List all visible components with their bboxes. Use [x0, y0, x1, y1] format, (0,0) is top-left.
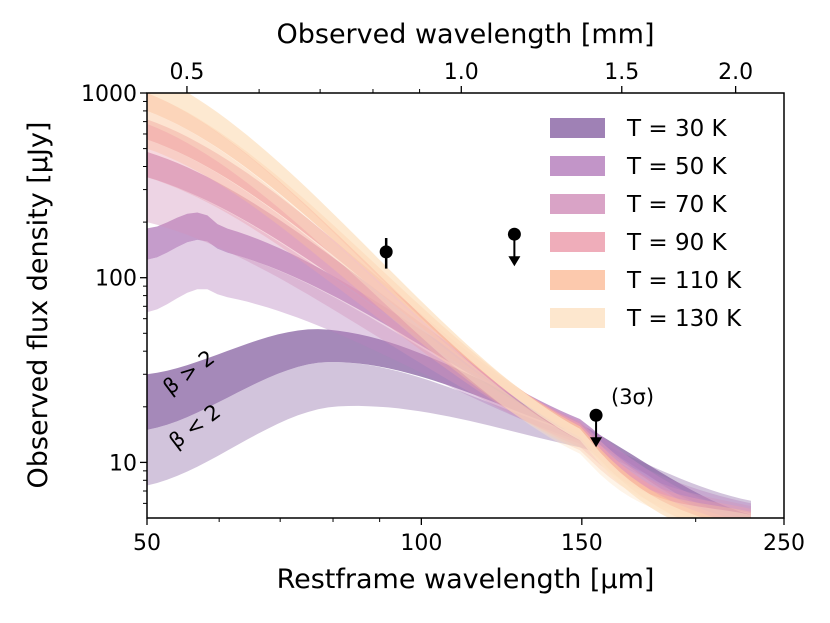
band-90k-beta-gt-2 — [147, 119, 729, 518]
dust-sed-bands — [147, 93, 751, 518]
legend-label: T = 70 K — [626, 192, 728, 218]
legend-label: T = 30 K — [626, 116, 728, 142]
band-70k-beta-lt-2 — [147, 177, 751, 518]
band-110k-beta-lt-2 — [147, 110, 751, 518]
y-tick-label: 10 — [109, 451, 137, 476]
legend-swatch — [550, 194, 605, 214]
y-tick-label: 100 — [95, 267, 137, 292]
legend: T = 30 K T = 50 K T = 70 K T = 90 K T = 110 … — [550, 116, 742, 332]
data-points — [379, 227, 603, 448]
band-30k-beta-lt-2 — [147, 362, 751, 514]
plot-frame — [146, 92, 785, 519]
band-70k-beta-gt-2 — [147, 151, 740, 518]
y-tick-label: 1000 — [81, 82, 137, 107]
top-tick-label: 1.5 — [604, 60, 639, 85]
data-point — [589, 408, 603, 422]
legend-swatch — [550, 118, 605, 138]
band-130k-beta-lt-2 — [147, 93, 751, 518]
band-110k-beta-gt-2 — [147, 93, 717, 518]
y-axis-label: Observed flux density [μJy] — [23, 122, 54, 489]
legend-swatch — [550, 270, 605, 290]
legend-swatch — [550, 156, 605, 176]
top-x-axis-label: Observed wavelength [mm] — [276, 19, 654, 50]
x-tick-label: 100 — [400, 531, 442, 556]
top-tick-label: 2.0 — [718, 60, 753, 85]
legend-label: T = 90 K — [626, 230, 728, 256]
x-tick-label: 50 — [133, 531, 161, 556]
upper-limit-arrow-head — [508, 256, 521, 267]
band-90k-beta-lt-2 — [147, 139, 751, 518]
upper-limit-arrow-head — [590, 437, 603, 448]
top-tick-label: 0.5 — [169, 60, 204, 85]
three-sigma-label: (3σ) — [611, 385, 654, 409]
legend-swatch — [550, 232, 605, 252]
legend-label: T = 50 K — [626, 154, 728, 180]
legend-label: T = 110 K — [626, 268, 742, 294]
legend-label: T = 130 K — [626, 306, 742, 332]
legend-swatch — [550, 308, 605, 328]
x-tick-label: 250 — [763, 531, 805, 556]
top-tick-label: 1.0 — [444, 60, 479, 85]
axis-ticks: 50 100 150 250 10 100 1000 0.5 1.0 1.5 2.0 — [81, 60, 805, 556]
x-tick-label: 150 — [561, 531, 603, 556]
data-point — [507, 227, 521, 241]
band-130k-beta-gt-2 — [147, 93, 704, 518]
x-axis-label: Restframe wavelength [μm] — [277, 564, 655, 595]
data-point — [379, 245, 393, 259]
